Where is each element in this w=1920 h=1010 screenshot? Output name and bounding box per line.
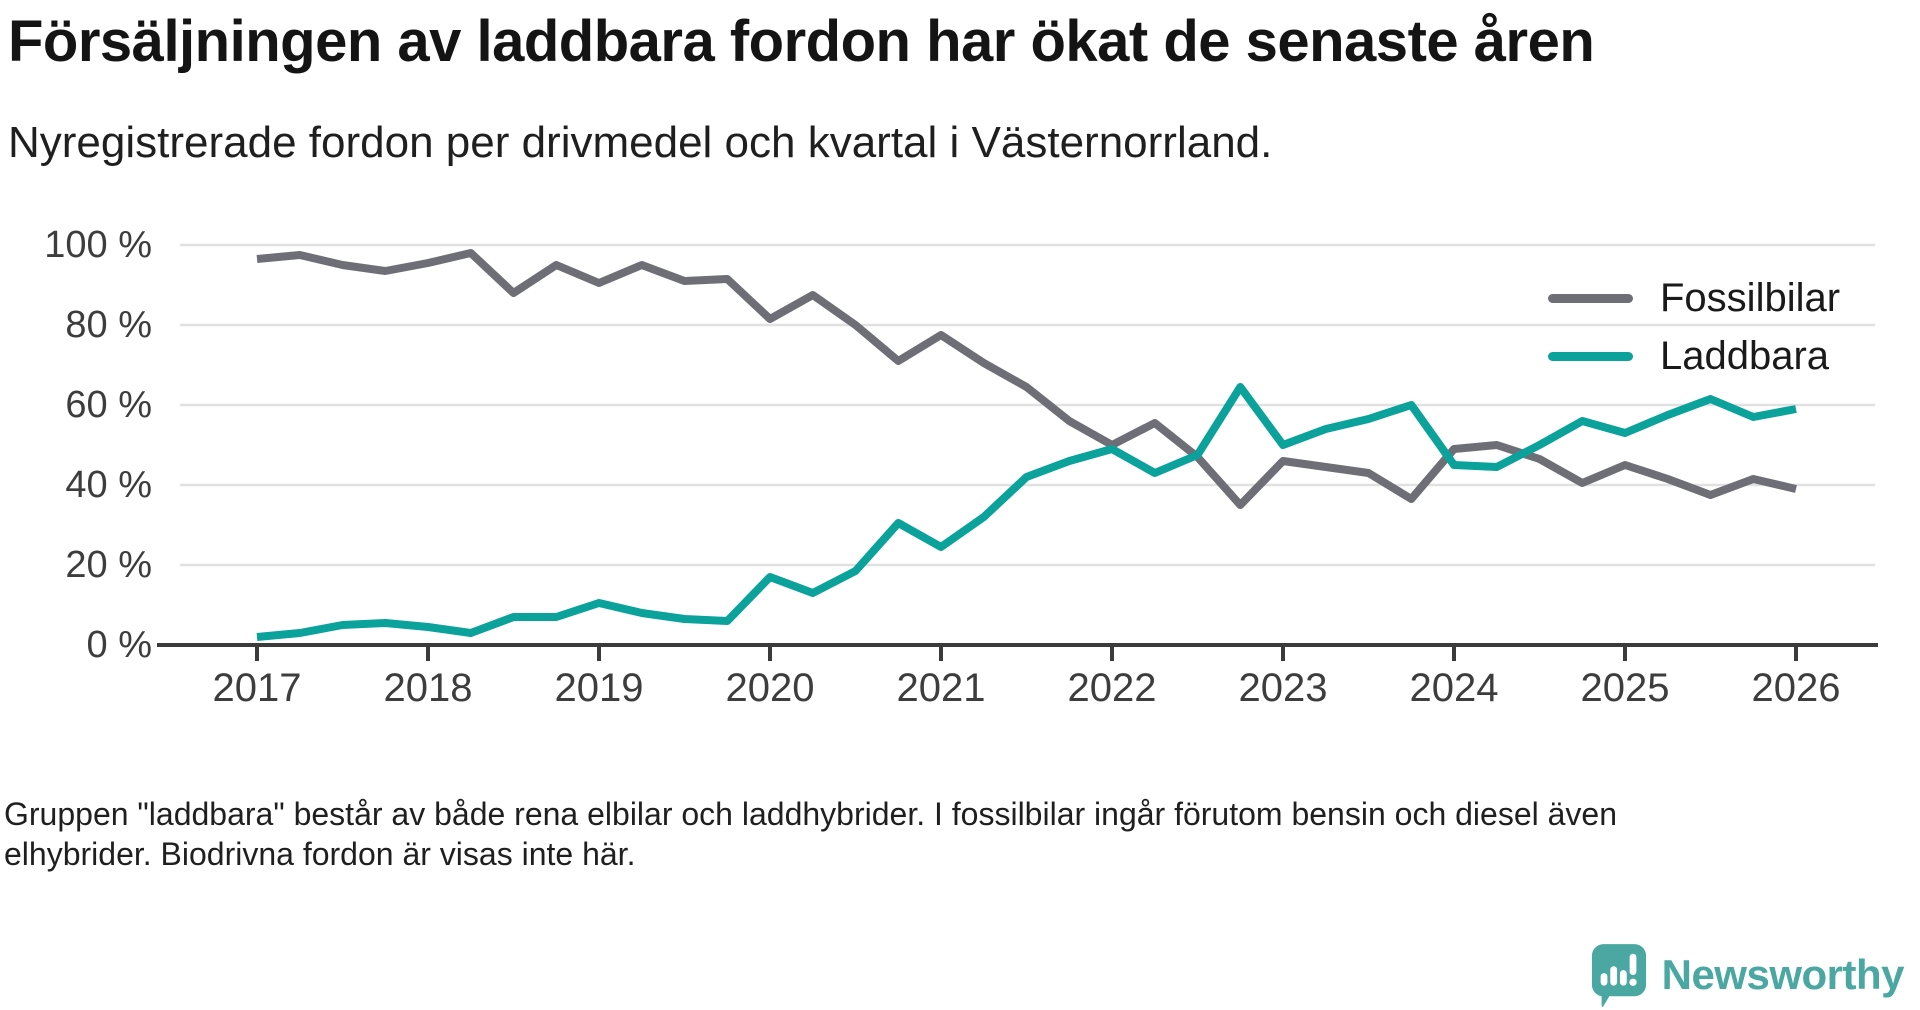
logo-bar-2 (1609, 966, 1617, 986)
x-tick-label-2024: 2024 (1409, 666, 1499, 710)
y-tick-label-80: 80 % (65, 304, 152, 346)
logo-bar-1 (1600, 973, 1608, 986)
series-line-fossilbilar (256, 249, 1797, 509)
speech-bubble-shape (1591, 944, 1646, 1008)
y-tick-label-0: 0 % (86, 624, 152, 666)
legend-label-laddbara: Laddbara (1660, 333, 1830, 378)
x-tick-label-2018: 2018 (383, 666, 473, 710)
series-line-laddbara (256, 383, 1797, 641)
footnote-line-2: elhybrider. Biodrivna fordon är visas in… (4, 836, 636, 872)
newsworthy-wordmark: Newsworthy (1661, 951, 1905, 998)
legend-item-laddbara: Laddbara (1548, 334, 1840, 378)
footnote-line-1: Gruppen "laddbara" består av både rena e… (4, 796, 1618, 832)
y-tick-label-100: 100 % (44, 224, 152, 266)
legend: Fossilbilar Laddbara (1548, 276, 1840, 392)
x-tick-label-2019: 2019 (554, 666, 644, 710)
legend-label-fossilbilar: Fossilbilar (1660, 275, 1841, 320)
newsworthy-logo: Newsworthy (1590, 942, 1905, 1008)
x-tick-label-2023: 2023 (1238, 666, 1328, 710)
newsworthy-chart-bubble-icon (1591, 944, 1646, 1008)
logo-exclamation-bar (1629, 953, 1637, 975)
logo-bar-3 (1619, 970, 1627, 986)
x-tick-label-2022: 2022 (1067, 666, 1157, 710)
logo-exclamation-dot (1628, 978, 1637, 986)
legend-swatch-laddbara (1548, 351, 1633, 361)
x-tick-label-2025: 2025 (1580, 666, 1670, 710)
x-tick-label-2021: 2021 (896, 666, 986, 710)
y-tick-label-40: 40 % (65, 464, 152, 506)
x-tick-label-2017: 2017 (212, 666, 302, 710)
footnote: Gruppen "laddbara" består av både rena e… (4, 794, 1617, 874)
y-tick-label-20: 20 % (65, 544, 152, 586)
legend-swatch-fossilbilar (1548, 293, 1633, 303)
x-tick-label-2020: 2020 (725, 666, 815, 710)
page-subtitle: Nyregistrerade fordon per drivmedel och … (8, 118, 1273, 167)
legend-item-fossilbilar: Fossilbilar (1548, 276, 1840, 320)
y-tick-label-60: 60 % (65, 384, 152, 426)
page-title: Försäljningen av laddbara fordon har öka… (8, 9, 1595, 74)
x-tick-label-2026: 2026 (1751, 666, 1841, 710)
